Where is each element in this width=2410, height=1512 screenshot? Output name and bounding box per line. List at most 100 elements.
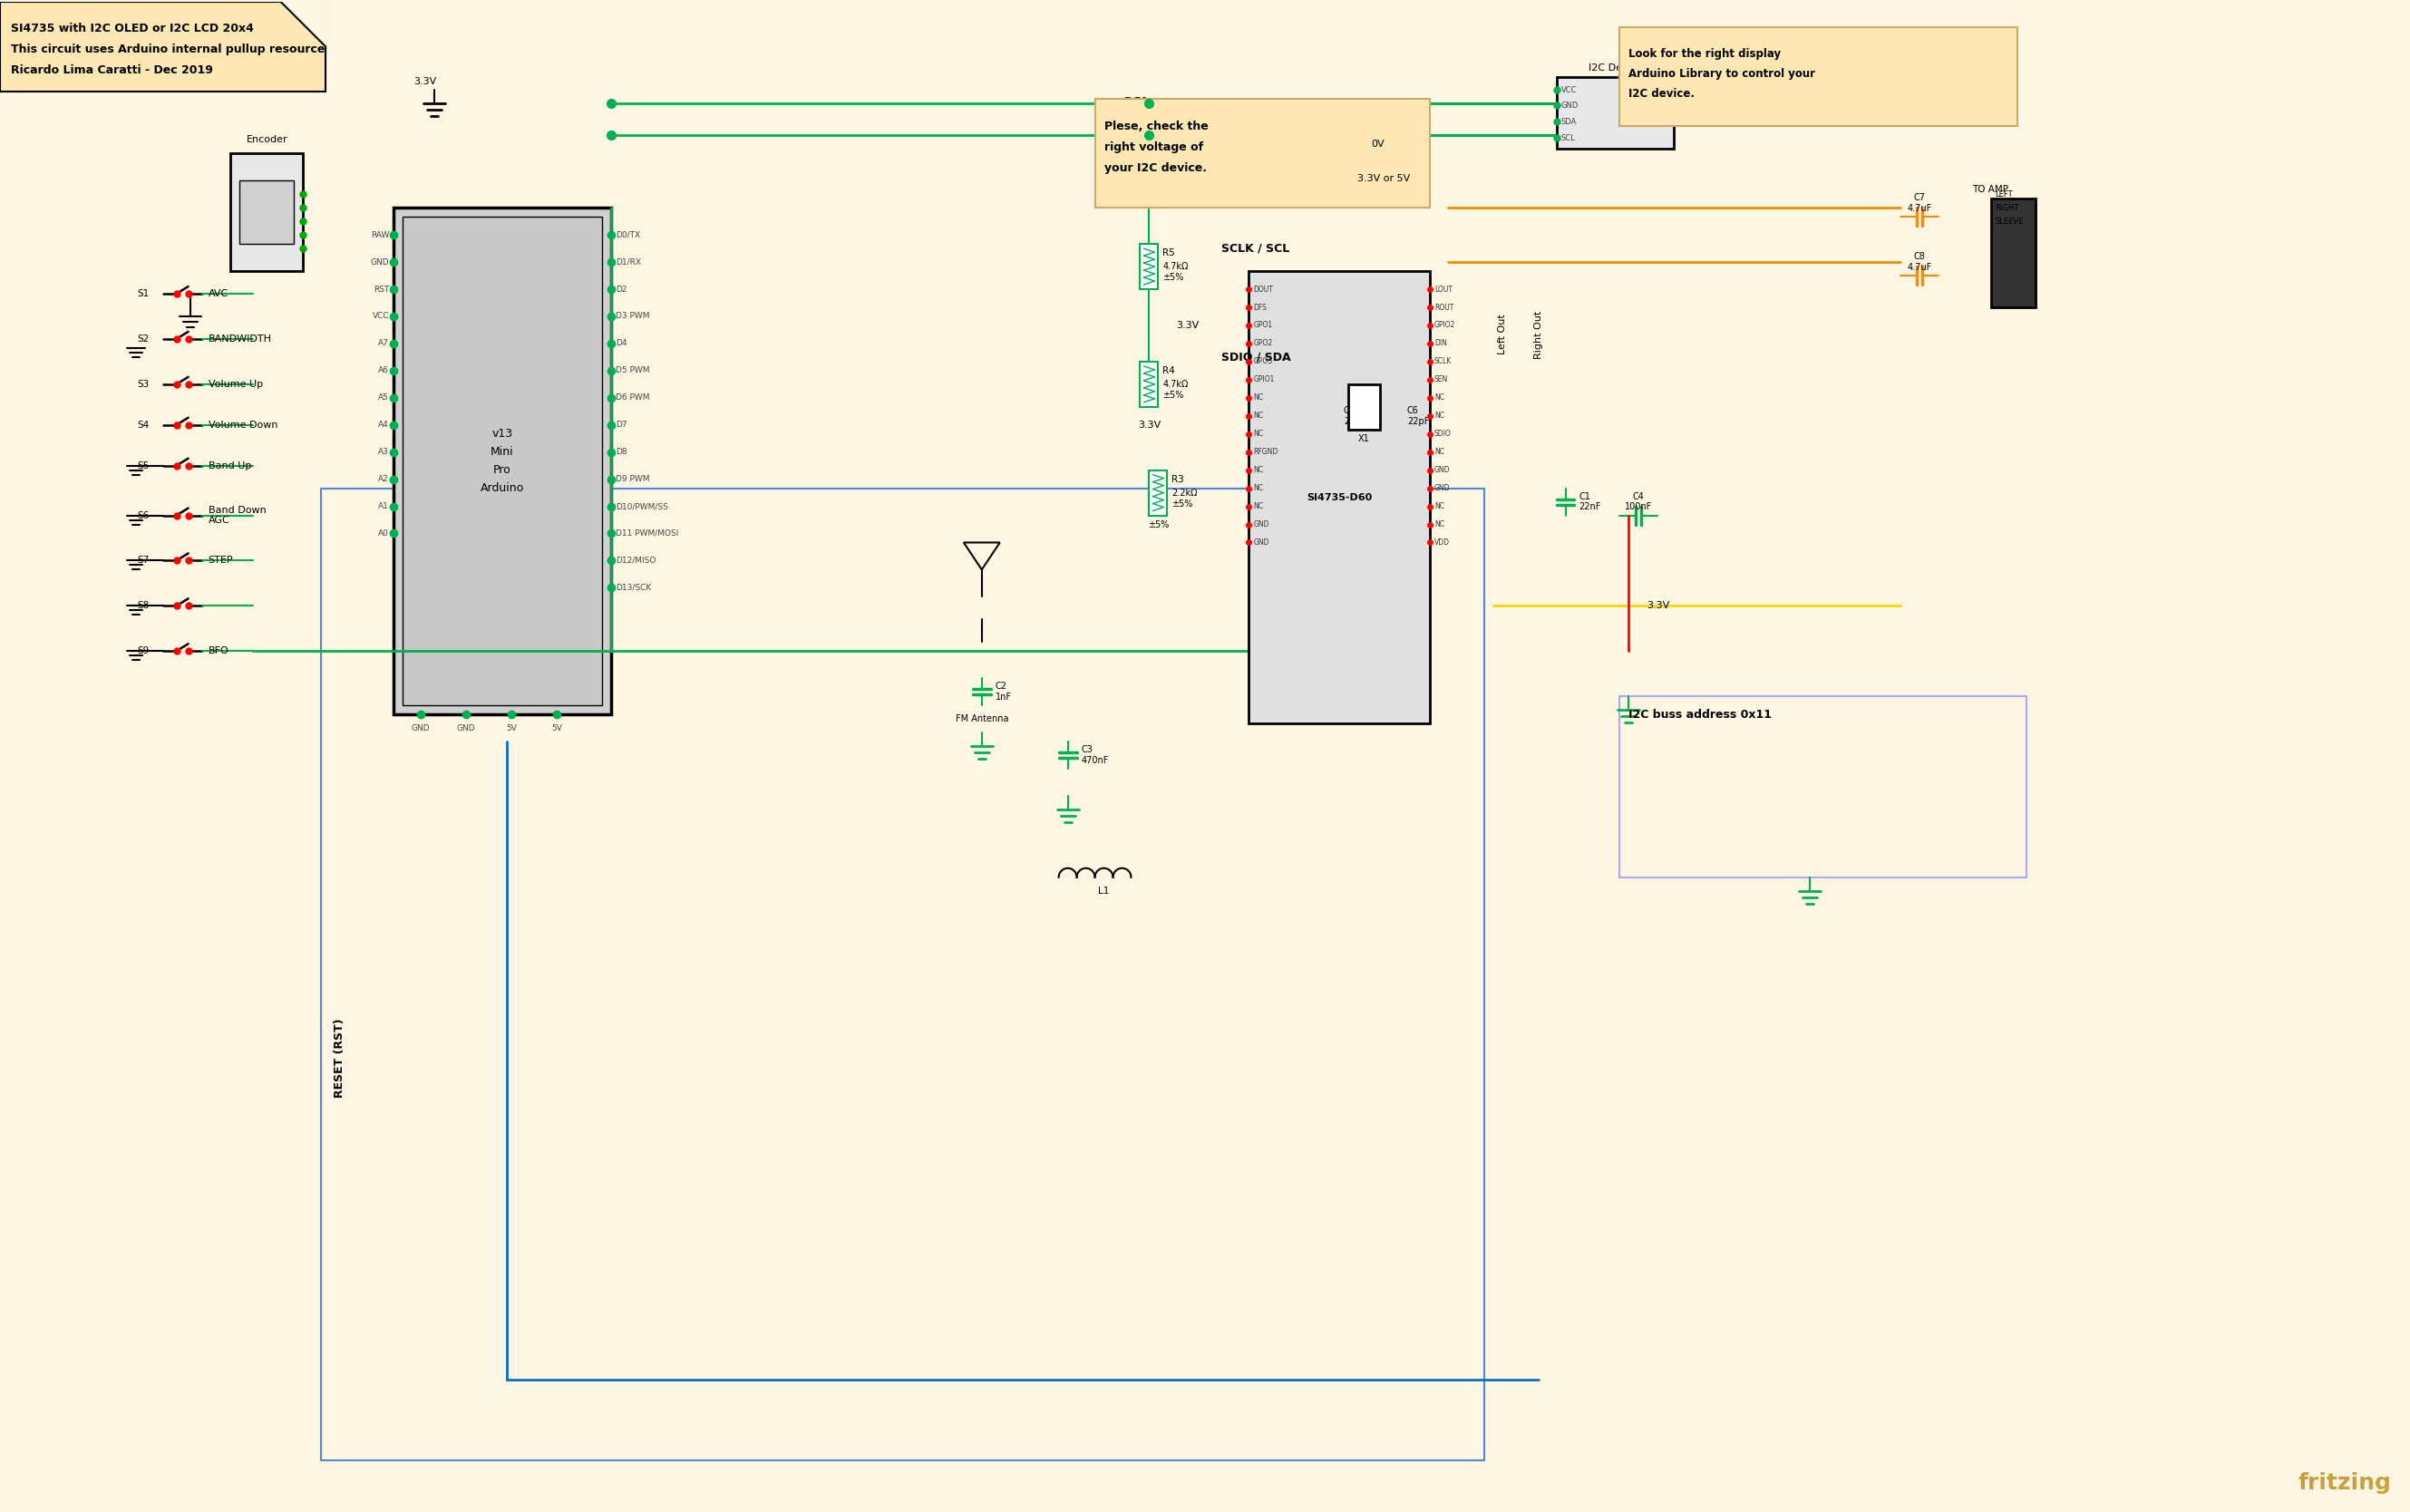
Text: Left Out: Left Out — [1497, 314, 1506, 355]
Text: I2C Device: I2C Device — [1588, 64, 1641, 73]
Bar — [239, 180, 294, 243]
Text: your I2C device.: your I2C device. — [1104, 162, 1207, 174]
Text: NC: NC — [1253, 502, 1263, 511]
Text: Arduino: Arduino — [480, 482, 523, 494]
Text: S5: S5 — [137, 461, 149, 470]
Text: GPIO2: GPIO2 — [1434, 322, 1456, 330]
Text: I2C buss address 0x11: I2C buss address 0x11 — [1629, 709, 1771, 720]
Text: GPO2: GPO2 — [1253, 339, 1272, 348]
Text: NC: NC — [1434, 393, 1444, 402]
Text: GND: GND — [1253, 538, 1270, 546]
Text: 0V: 0V — [1371, 141, 1383, 150]
Text: fritzing: fritzing — [2299, 1473, 2391, 1494]
Bar — [321, 488, 1485, 1461]
Text: RIGHT: RIGHT — [1995, 204, 2020, 212]
Text: RESET (RST): RESET (RST) — [333, 1019, 345, 1098]
Text: C7
4.7uF: C7 4.7uF — [1906, 194, 1930, 213]
Text: C2
1nF: C2 1nF — [995, 682, 1012, 702]
Text: 5V: 5V — [506, 724, 516, 732]
Text: NC: NC — [1253, 393, 1263, 402]
Text: I2C device.: I2C device. — [1629, 88, 1694, 100]
Text: GND: GND — [1562, 101, 1579, 110]
Bar — [1140, 243, 1159, 289]
Text: 3.3V or 5V: 3.3V or 5V — [1357, 174, 1410, 183]
Text: NC: NC — [1253, 411, 1263, 420]
Text: SCL: SCL — [1562, 135, 1576, 142]
Text: NC: NC — [1434, 448, 1444, 457]
Text: GPIO1: GPIO1 — [1253, 375, 1275, 384]
Text: S3: S3 — [137, 380, 149, 389]
Text: D1/RX: D1/RX — [615, 259, 641, 266]
Text: Arduino Library to control your: Arduino Library to control your — [1629, 68, 1815, 80]
Text: C3
470nF: C3 470nF — [1082, 745, 1109, 765]
Bar — [0, 2, 325, 92]
Text: NC: NC — [1253, 429, 1263, 438]
Text: Look for the right display: Look for the right display — [1629, 48, 1781, 60]
Text: ROUT: ROUT — [1434, 304, 1453, 311]
Text: D5 PWM: D5 PWM — [615, 366, 648, 375]
Bar — [1620, 27, 2017, 127]
Bar — [402, 216, 602, 705]
Text: RST: RST — [374, 286, 388, 293]
Bar — [1620, 697, 2027, 877]
Text: 4.7kΩ: 4.7kΩ — [1162, 380, 1188, 389]
Text: SLEEVE: SLEEVE — [1995, 218, 2024, 225]
Text: Band Up: Band Up — [207, 461, 251, 470]
Text: S4: S4 — [137, 420, 149, 429]
Text: D0/TX: D0/TX — [615, 231, 641, 239]
Bar — [1248, 271, 1429, 723]
Text: A2: A2 — [378, 475, 388, 484]
Text: GND: GND — [455, 724, 475, 732]
Text: S8: S8 — [137, 602, 149, 611]
Text: GPO3: GPO3 — [1253, 357, 1272, 366]
Polygon shape — [280, 2, 325, 47]
Text: D9 PWM: D9 PWM — [615, 475, 648, 484]
Text: C4
100nF: C4 100nF — [1624, 491, 1653, 511]
Text: A1: A1 — [378, 502, 388, 511]
Text: 4.7kΩ: 4.7kΩ — [1162, 262, 1188, 271]
Text: Band Down
AGC: Band Down AGC — [207, 505, 265, 525]
Text: D2: D2 — [615, 286, 627, 293]
Text: 5V: 5V — [552, 724, 562, 732]
Text: 3.3V: 3.3V — [1176, 321, 1200, 330]
Text: S2: S2 — [137, 334, 149, 343]
Text: C8
4.7uF: C8 4.7uF — [1906, 253, 1930, 272]
Text: D4: D4 — [615, 339, 627, 348]
Text: SEN: SEN — [1434, 375, 1448, 384]
Text: X1: X1 — [1357, 434, 1369, 443]
Text: SCL: SCL — [1123, 97, 1152, 110]
Bar — [231, 154, 304, 271]
Text: Encoder: Encoder — [246, 136, 287, 145]
Text: A6: A6 — [378, 366, 388, 375]
Text: A4: A4 — [378, 420, 388, 429]
Text: Volume Up: Volume Up — [207, 380, 263, 389]
Bar — [1991, 198, 2036, 307]
Text: ±5%: ±5% — [1171, 499, 1193, 508]
Text: S9: S9 — [137, 647, 149, 656]
Text: LEFT: LEFT — [1995, 191, 2012, 198]
Text: Volume Down: Volume Down — [207, 420, 277, 429]
Text: SI4735-D60: SI4735-D60 — [1306, 493, 1371, 502]
Text: L1: L1 — [1099, 886, 1109, 895]
Bar — [393, 207, 610, 714]
Text: 2.2kΩ: 2.2kΩ — [1171, 488, 1198, 497]
Text: A7: A7 — [378, 339, 388, 348]
Text: C5
22pF: C5 22pF — [1345, 407, 1366, 426]
Text: ±5%: ±5% — [1147, 520, 1169, 529]
Text: Ricardo Lima Caratti - Dec 2019: Ricardo Lima Caratti - Dec 2019 — [12, 65, 212, 76]
Text: SDA: SDA — [1123, 129, 1154, 142]
Text: A5: A5 — [378, 393, 388, 402]
Text: GND: GND — [1434, 484, 1451, 493]
Text: SCLK: SCLK — [1434, 357, 1451, 366]
Text: ±5%: ±5% — [1162, 390, 1183, 399]
Text: RFGND: RFGND — [1253, 448, 1277, 457]
Text: R5: R5 — [1162, 248, 1176, 257]
Text: 3.3V: 3.3V — [1138, 420, 1162, 429]
Text: v13: v13 — [492, 428, 513, 440]
Text: right voltage of: right voltage of — [1104, 141, 1203, 153]
Text: NC: NC — [1253, 484, 1263, 493]
Text: DOUT: DOUT — [1253, 286, 1272, 293]
Text: BANDWIDTH: BANDWIDTH — [207, 334, 272, 343]
Text: SI4735 with I2C OLED or I2C LCD 20x4: SI4735 with I2C OLED or I2C LCD 20x4 — [12, 23, 253, 35]
Text: Right Out: Right Out — [1533, 310, 1542, 358]
